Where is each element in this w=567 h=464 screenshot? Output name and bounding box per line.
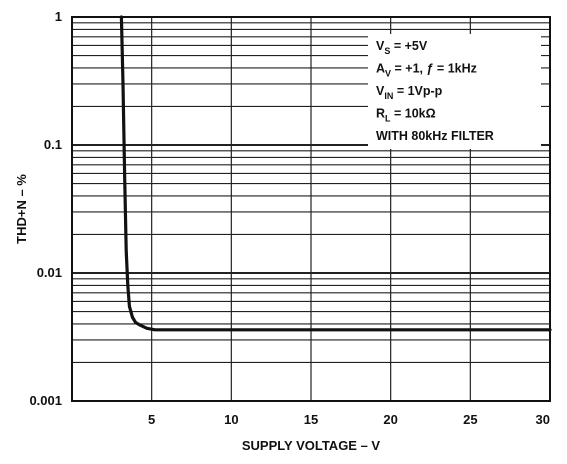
plot-frame: [71, 16, 551, 402]
x-tick-label: 10: [224, 412, 238, 427]
annotation-line: AV = +1, ƒ = 1kHz: [376, 62, 477, 79]
annotation-line: RL = 10kΩ: [376, 107, 436, 124]
y-tick-label: 1: [55, 9, 62, 24]
series-layer: [119, 15, 552, 332]
x-axis-label: SUPPLY VOLTAGE – V: [242, 438, 381, 453]
annotation-line: VS = +5V: [376, 39, 428, 56]
annotation-line: VIN = 1Vp-p: [376, 84, 443, 101]
y-tick-label: 0.1: [44, 137, 62, 152]
x-tick-label: 20: [383, 412, 397, 427]
x-tick-label: 25: [463, 412, 477, 427]
y-tick-label: 0.001: [29, 393, 62, 408]
annotation-box: [368, 34, 541, 149]
annotation-text: VS = +5V AV = +1, ƒ = 1kHz VIN = 1Vp-p RL =…: [376, 39, 494, 143]
x-tick-label: 15: [304, 412, 318, 427]
y-tick-label: 0.01: [37, 265, 62, 280]
x-tick-label: 5: [148, 412, 155, 427]
series-line: [119, 15, 552, 332]
tick-labels: 5 10 15 20 25 30 0.001 0.01 0.1 1: [29, 9, 550, 427]
y-axis-label: THD+N – %: [14, 174, 29, 244]
x-tick-label: 30: [536, 412, 550, 427]
annotation-line: WITH 80kHz FILTER: [376, 129, 494, 143]
